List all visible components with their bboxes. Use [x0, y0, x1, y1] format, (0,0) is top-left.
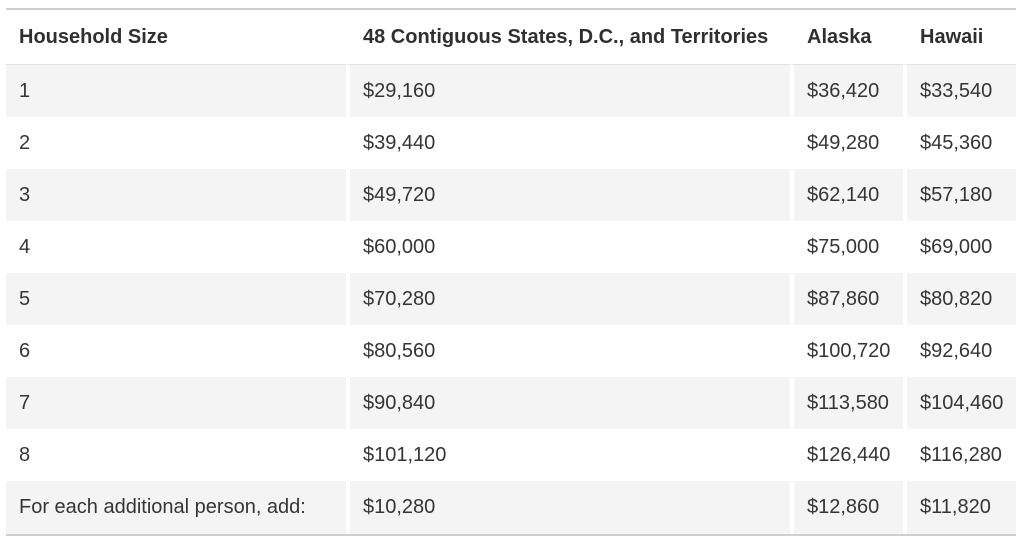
cell-household-size: 7 — [6, 377, 346, 429]
cell-alaska: $75,000 — [790, 221, 903, 273]
table-row: 1 $29,160 $36,420 $33,540 — [6, 65, 1016, 117]
cell-hawaii: $104,460 — [903, 377, 1016, 429]
table-row: 2 $39,440 $49,280 $45,360 — [6, 117, 1016, 169]
cell-household-size: 6 — [6, 325, 346, 377]
cell-hawaii: $45,360 — [903, 117, 1016, 169]
cell-alaska: $126,440 — [790, 429, 903, 481]
cell-alaska: $49,280 — [790, 117, 903, 169]
cell-household-size: 1 — [6, 65, 346, 117]
table-row: 6 $80,560 $100,720 $92,640 — [6, 325, 1016, 377]
cell-contiguous: $101,120 — [346, 429, 790, 481]
cell-contiguous: $90,840 — [346, 377, 790, 429]
header-household-size: Household Size — [6, 10, 346, 65]
table-row: 7 $90,840 $113,580 $104,460 — [6, 377, 1016, 429]
income-table-container: Household Size 48 Contiguous States, D.C… — [6, 8, 1016, 536]
header-alaska: Alaska — [790, 10, 903, 65]
cell-household-size: 4 — [6, 221, 346, 273]
cell-household-size: 5 — [6, 273, 346, 325]
cell-alaska: $62,140 — [790, 169, 903, 221]
cell-hawaii: $92,640 — [903, 325, 1016, 377]
table-row: 5 $70,280 $87,860 $80,820 — [6, 273, 1016, 325]
cell-household-size: 8 — [6, 429, 346, 481]
cell-alaska: $87,860 — [790, 273, 903, 325]
income-table: Household Size 48 Contiguous States, D.C… — [6, 8, 1016, 536]
table-row: 3 $49,720 $62,140 $57,180 — [6, 169, 1016, 221]
cell-household-size: 3 — [6, 169, 346, 221]
header-contiguous-states: 48 Contiguous States, D.C., and Territor… — [346, 10, 790, 65]
cell-contiguous: $60,000 — [346, 221, 790, 273]
cell-contiguous: $49,720 — [346, 169, 790, 221]
table-row-additional-person: For each additional person, add: $10,280… — [6, 481, 1016, 534]
header-row: Household Size 48 Contiguous States, D.C… — [6, 10, 1016, 65]
cell-hawaii: $57,180 — [903, 169, 1016, 221]
cell-hawaii: $69,000 — [903, 221, 1016, 273]
table-row: 4 $60,000 $75,000 $69,000 — [6, 221, 1016, 273]
cell-contiguous: $39,440 — [346, 117, 790, 169]
cell-alaska: $12,860 — [790, 481, 903, 534]
cell-hawaii: $116,280 — [903, 429, 1016, 481]
cell-alaska: $100,720 — [790, 325, 903, 377]
cell-alaska: $36,420 — [790, 65, 903, 117]
cell-contiguous: $80,560 — [346, 325, 790, 377]
cell-household-size: For each additional person, add: — [6, 481, 346, 534]
header-hawaii: Hawaii — [903, 10, 1016, 65]
cell-alaska: $113,580 — [790, 377, 903, 429]
cell-hawaii: $11,820 — [903, 481, 1016, 534]
cell-contiguous: $10,280 — [346, 481, 790, 534]
table-row: 8 $101,120 $126,440 $116,280 — [6, 429, 1016, 481]
table-body: 1 $29,160 $36,420 $33,540 2 $39,440 $49,… — [6, 65, 1016, 534]
cell-contiguous: $70,280 — [346, 273, 790, 325]
cell-hawaii: $33,540 — [903, 65, 1016, 117]
cell-hawaii: $80,820 — [903, 273, 1016, 325]
cell-household-size: 2 — [6, 117, 346, 169]
cell-contiguous: $29,160 — [346, 65, 790, 117]
table-header: Household Size 48 Contiguous States, D.C… — [6, 10, 1016, 65]
